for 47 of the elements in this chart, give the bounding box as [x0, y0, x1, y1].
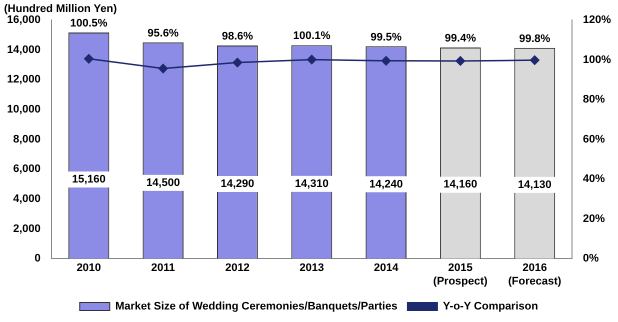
y-tick-label: 8,000 [13, 133, 41, 146]
point [84, 54, 94, 64]
x-tick-label: 2012 [225, 262, 250, 274]
y-tick-label: 14,000 [6, 44, 41, 56]
data-label: 99.4% [444, 32, 476, 44]
y-tick-label: 6,000 [13, 163, 41, 176]
point [456, 56, 466, 66]
data-label: 14,290 [220, 178, 254, 190]
data-label: 98.6% [222, 30, 254, 43]
x-tick-label: 2010 [76, 262, 102, 274]
data-label: 14,500 [146, 176, 180, 189]
x-tick-label: 2013 [300, 262, 324, 274]
legend-label: Y-o-Y Comparison [442, 300, 538, 313]
y2-tick-label: 80% [582, 94, 606, 106]
data-label: 99.5% [370, 31, 402, 44]
x-tick-label: 2016 (Forecast) [508, 262, 562, 288]
y2-tick-label: 20% [582, 212, 606, 225]
y-tick-label: 12,000 [6, 74, 41, 86]
point [381, 56, 391, 66]
data-label: 14,310 [294, 178, 329, 190]
y-tick-label: 2,000 [13, 222, 41, 235]
y-axis-title: (Hundred Million Yen) [4, 3, 118, 16]
point [307, 54, 317, 64]
data-label: 100.1% [293, 30, 331, 42]
y2-tick-label: 40% [582, 173, 606, 186]
point [158, 64, 168, 74]
data-label: 14,130 [518, 178, 552, 191]
y2-tick-label: 100% [582, 54, 612, 66]
y-tick-label: 4,000 [13, 192, 41, 205]
point [232, 58, 242, 68]
x-tick-label: 2011 [151, 262, 176, 274]
data-label: 100.5% [70, 18, 108, 30]
y2-tick-label: 0% [582, 252, 599, 265]
point [530, 55, 540, 65]
x-tick-label: 2015 (Prospect) [433, 262, 488, 288]
data-label: 99.8% [519, 32, 551, 45]
data-label: 14,160 [444, 178, 478, 191]
y-tick-label: 10,000 [6, 104, 41, 116]
legend-label: Market Size of Wedding Ceremonies/Banquets/Parties [115, 300, 398, 313]
x-tick-label: 2014 [374, 262, 400, 274]
y-tick-label: 16,000 [6, 14, 41, 26]
y2-tick-label: 120% [582, 14, 612, 26]
y-tick-label: 0 [34, 252, 41, 265]
data-label: 15,160 [72, 174, 106, 186]
data-label: 95.6% [148, 27, 179, 40]
y2-tick-label: 60% [582, 133, 606, 146]
data-label: 14,240 [369, 178, 403, 190]
